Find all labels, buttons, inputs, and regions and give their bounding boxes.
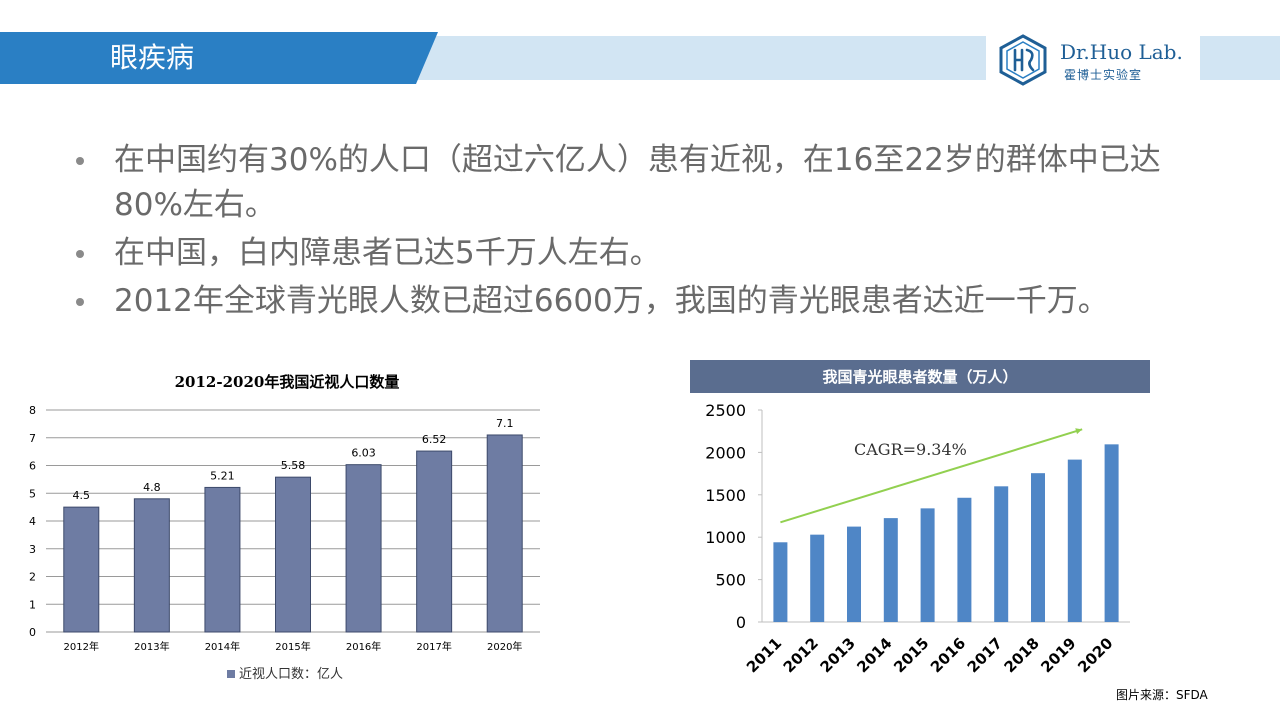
bullet-dot-icon	[76, 250, 84, 258]
bar	[1031, 473, 1045, 622]
y-tick-label: 4	[29, 515, 36, 528]
glaucoma-bar-chart: 我国青光眼患者数量（万人） 0 500 1000 1500 2000 2500 CAGR=…	[690, 360, 1150, 676]
trend-arrowhead-icon	[1075, 428, 1083, 435]
x-tick-label: 2013	[817, 634, 859, 676]
data-label: 6.03	[351, 447, 376, 460]
myopia-bar-chart: 2012-2020年我国近视人口数量 0 1 2 3 4 5 6 7 8 4.5 4.8 5.21 5…	[29, 373, 540, 682]
chart-title: 我国青光眼患者数量（万人）	[822, 368, 1017, 386]
x-tick-label: 2018	[1001, 634, 1043, 676]
x-tick-label: 2013年	[134, 640, 169, 653]
data-label: 5.21	[210, 469, 235, 482]
data-label: 4.5	[73, 489, 91, 502]
header-band-light-right	[1200, 36, 1280, 80]
x-tick-label: 2012年	[64, 640, 99, 653]
bar	[773, 542, 788, 622]
bar	[883, 518, 898, 622]
bar	[486, 434, 523, 633]
logo-name: Dr.Huo Lab.	[1060, 40, 1183, 64]
bars	[773, 444, 1119, 622]
x-tick-label: 2017年	[416, 640, 451, 653]
bar	[1067, 459, 1082, 622]
bar	[204, 486, 241, 633]
bullet-item: 2012年全球青光眼人数已超过6600万，我国的青光眼患者达近一千万。	[76, 279, 1226, 324]
cagr-annotation: CAGR=9.34%	[854, 440, 967, 459]
data-labels: 4.5 4.8 5.21 5.58 6.03 6.52 7.1	[73, 417, 514, 502]
page-title: 眼疾病	[110, 41, 195, 74]
x-tick-label: 2014年	[205, 640, 240, 653]
bar	[847, 526, 861, 622]
x-tick-label: 2016	[927, 634, 969, 676]
bar	[920, 508, 935, 622]
y-tick-label: 1	[29, 598, 36, 611]
y-axis-ticks: 0 500 1000 1500 2000 2500	[705, 401, 746, 632]
x-tick-label: 2014	[853, 634, 895, 676]
x-tick-label: 2019	[1037, 634, 1079, 676]
y-tick-label: 2000	[705, 443, 746, 462]
bar	[345, 464, 382, 633]
x-tick-label: 2012	[780, 634, 822, 676]
bar	[957, 497, 972, 622]
bar	[994, 486, 1009, 622]
data-label: 4.8	[143, 481, 161, 494]
x-tick-label: 2015	[890, 634, 932, 676]
x-tick-label: 2020	[1074, 634, 1116, 676]
y-tick-label: 0	[736, 613, 746, 632]
y-tick-label: 6	[29, 460, 36, 473]
x-tick-label: 2020年	[487, 640, 522, 653]
bullet-item: 在中国，白内障患者已达5千万人左右。	[76, 231, 1226, 276]
y-tick-label: 1000	[705, 528, 746, 547]
header-band-light	[410, 36, 986, 80]
logo-subtitle: 霍博士实验室	[1064, 68, 1143, 82]
bar	[275, 476, 311, 633]
bar	[63, 506, 100, 633]
data-label: 7.1	[496, 417, 514, 430]
bars	[63, 434, 523, 633]
legend-swatch	[227, 670, 235, 678]
header-band-dark	[0, 32, 438, 84]
x-tick-label: 2011	[743, 634, 785, 676]
data-label: 6.52	[422, 433, 447, 446]
bar	[810, 534, 825, 622]
bar	[416, 450, 453, 633]
y-tick-label: 2	[29, 571, 36, 584]
x-tick-label: 2015年	[275, 640, 310, 653]
y-tick-label: 500	[715, 571, 746, 590]
logo-mark-icon	[999, 34, 1047, 86]
x-tick-label: 2016年	[346, 640, 381, 653]
chart-title-bar	[690, 360, 1150, 393]
data-label: 5.58	[281, 459, 306, 472]
bullet-text: 2012年全球青光眼人数已超过6600万，我国的青光眼患者达近一千万。	[114, 283, 1109, 319]
y-tick-label: 3	[29, 543, 36, 556]
bar	[133, 498, 170, 633]
x-tick-label: 2017	[964, 634, 1006, 676]
bar	[1104, 444, 1119, 622]
bullet-text: 在中国，白内障患者已达5千万人左右。	[114, 235, 661, 271]
header-band	[0, 32, 1280, 84]
logo: Dr.Huo Lab. 霍博士实验室	[998, 34, 1198, 86]
y-tick-label: 0	[29, 626, 36, 639]
y-tick-label: 8	[29, 404, 36, 417]
trend-line	[780, 428, 1083, 524]
y-tick-label: 7	[29, 432, 36, 445]
x-axis-ticks: 2012年 2013年 2014年 2015年 2016年 2017年 2020年	[64, 640, 523, 653]
bullet-dot-icon	[76, 157, 84, 165]
bullet-list: 在中国约有30%的人口（超过六亿人）患有近视，在16至22岁的群体中已达80%左…	[76, 138, 1226, 327]
y-tick-label: 5	[29, 487, 36, 500]
image-source-note: 图片来源：SFDA	[1116, 688, 1208, 702]
y-tick-label: 2500	[705, 401, 746, 420]
bullet-dot-icon	[76, 298, 84, 306]
trend-arrow	[780, 428, 1083, 524]
legend-entry: 近视人口数：亿人	[239, 667, 343, 682]
chart-title: 2012-2020年我国近视人口数量	[175, 373, 400, 391]
bullet-text: 在中国约有30%的人口（超过六亿人）患有近视，在16至22岁的群体中已达80%左…	[114, 142, 1161, 223]
bullet-item: 在中国约有30%的人口（超过六亿人）患有近视，在16至22岁的群体中已达80%左…	[76, 138, 1226, 228]
y-axis-ticks: 0 1 2 3 4 5 6 7 8	[29, 404, 36, 639]
y-tick-label: 1500	[705, 486, 746, 505]
